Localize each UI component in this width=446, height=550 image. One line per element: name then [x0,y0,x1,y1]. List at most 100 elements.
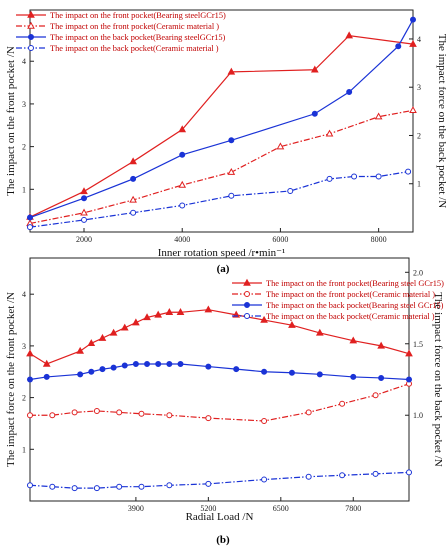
series-0-point [42,359,51,367]
series-3-point [116,483,123,490]
series-1-point [138,410,145,417]
series-2-point [233,366,240,373]
series-1-point [261,417,268,424]
series-2-point [378,374,385,381]
series-3-point [27,482,33,489]
series-3-point [339,472,346,479]
legend-marker-3 [28,45,34,51]
x-tick-label: 2000 [76,235,92,244]
legend-entry-1: The impact on the front pocket(Ceramic m… [50,22,219,31]
series-2-point [228,137,235,144]
series-0-point [143,313,151,321]
series-0-point [315,328,324,336]
series-0-point [310,65,319,73]
series-1-point [276,142,285,150]
series-0-point [349,336,358,344]
series-2-point [121,362,128,369]
series-1-point [49,412,56,419]
series-0-point [345,31,354,39]
series-3-point [305,473,312,480]
series-2-point [410,16,416,23]
series-0-point [176,308,185,315]
x-tick-label: 7800 [345,504,361,513]
series-2-point [132,360,139,367]
x-tick-label: 8000 [371,235,387,244]
series-1-point [27,412,33,419]
series-2-point [81,195,88,202]
series-1-point [178,180,187,188]
series-2-point [346,89,353,96]
series-0-point [178,125,187,133]
series-1-point [71,409,78,416]
series-3-point [81,216,88,223]
series-0-point [405,349,413,357]
series-3-point [138,483,145,490]
series-2-point [99,366,106,373]
series-line-3 [29,471,410,489]
series-2-point [261,368,268,375]
series-2-point [205,363,212,370]
series-1-point [205,415,212,422]
y-right-tick-label: 1.5 [413,340,423,349]
series-3-point [179,202,186,209]
series-3-point [351,173,358,180]
legend-marker-1 [244,291,250,297]
series-0-point [260,315,268,323]
series-2-point [88,368,95,375]
series-1-point [372,392,379,399]
series-2-point [311,110,318,117]
series-0-point [129,157,137,165]
series-1-point [325,129,334,137]
series-2-point [27,376,33,383]
legend-marker-2 [28,34,34,40]
legend-entry-3: The impact on the back pocket(Ceramic ma… [266,312,435,321]
series-0-point [288,320,296,328]
panel-a: 2000 4000 6000 8000 1 2 3 4 1 2 3 4 Inner rotation s… [5,9,446,275]
y-right-tick-label: 3 [417,83,421,92]
series-2-point [130,175,137,182]
x-tick-label: 4000 [174,235,190,244]
legend-marker-0 [27,10,35,18]
series-2-point [288,369,295,376]
series-0-point [409,39,417,47]
legend-entry-0: The impact on the front pocket(Bearing s… [266,279,444,288]
y-left-tick-label: 2 [22,143,26,152]
series-3-point [205,480,212,487]
y-left-tick-label: 4 [22,290,26,299]
series-0-point [76,346,85,354]
series-0-point [204,305,213,313]
series-0-point [132,318,140,326]
x-tick-label: 3900 [128,504,144,513]
legend-marker-3 [244,313,250,319]
series-2-point [179,151,186,158]
series-1-point [129,195,137,203]
plot-frame [29,9,414,233]
series-3-point [71,485,78,492]
series-2-point [406,376,412,383]
series-1-point [339,400,346,407]
series-1-point [80,208,88,216]
y-right-axis-label: The impact force on the back pocket /N [432,292,444,466]
y-left-tick-label: 3 [22,100,26,109]
series-2-point [177,360,184,367]
series-0-point [80,187,88,195]
series-0-point [165,308,174,315]
series-line-1 [29,109,414,225]
series-3-point [228,192,235,199]
series-3-point [405,168,412,175]
y-left-tick-label: 4 [22,57,26,66]
series-1-point [116,409,123,416]
y-left-axis-label: The impact force on the front pocket /N [5,292,17,467]
series-3-point [166,482,173,489]
series-2-point [166,360,173,367]
series-2-point [43,373,50,380]
y-right-tick-label: 1 [417,180,421,189]
y-left-tick-label: 1 [22,185,26,194]
series-3-point [372,470,379,477]
x-tick-label: 5200 [200,504,216,513]
y-right-tick-label: 2.0 [413,268,423,277]
series-3-point [27,224,33,231]
series-1-point [374,112,383,120]
legend-entry-3: The impact on the back pocket(Ceramic ma… [50,44,219,53]
